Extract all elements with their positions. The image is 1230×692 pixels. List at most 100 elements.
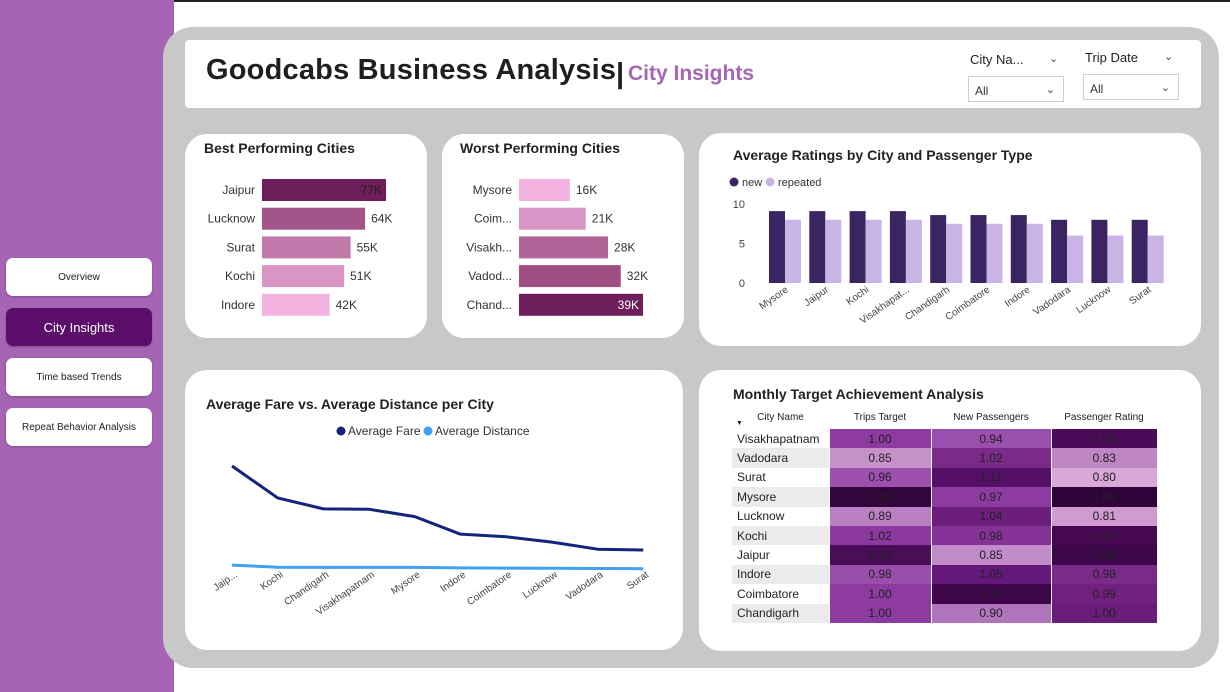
worst-cities-data-label: 21K: [592, 212, 613, 226]
table-row: Coimbatore 1.00 1.14 0.99: [732, 584, 1157, 604]
metric-cell: 0.80: [1050, 467, 1157, 488]
table-row: Kochi 1.02 0.98 1.07: [732, 525, 1157, 546]
metric-cell: 1.07: [1050, 525, 1157, 546]
worst-cities-category-label: Vadod...: [468, 269, 512, 283]
fare-x-tick-label: Indore: [439, 569, 469, 595]
fare-legend-marker: [336, 426, 346, 436]
fare-legend-marker: [423, 426, 433, 436]
city-name-slicer-value: All: [975, 84, 989, 98]
ratings-bar-repeated: [785, 219, 801, 283]
ratings-bar-repeated: [986, 223, 1003, 283]
table-row: Chandigarh 1.00 0.90 1.00: [732, 603, 1157, 623]
fare-x-tick-label: Vadodara: [564, 569, 606, 603]
city-name-cell: Indore: [732, 564, 829, 585]
ratings-x-tick-label: Coimbatore: [944, 284, 993, 323]
metric-cell: 1.14: [930, 584, 1051, 604]
overview-nav-button[interactable]: Overview: [6, 258, 152, 296]
best-cities-category-label: Indore: [221, 298, 255, 312]
metric-cell: 0.94: [930, 429, 1051, 449]
page-subtitle: City Insights: [628, 62, 755, 85]
ratings-bar-new: [1051, 219, 1068, 283]
metric-cell: 1.02: [930, 448, 1051, 468]
worst-cities-bar: [519, 265, 621, 288]
metric-cell: 0.98: [1050, 564, 1157, 585]
metric-cell: 0.96: [828, 467, 931, 488]
trip-date-slicer-dropdown[interactable]: All ⌄: [1083, 74, 1179, 100]
repeat-behavior-analysis-nav-button[interactable]: Repeat Behavior Analysis: [6, 408, 152, 446]
ratings-y-tick-label: 5: [739, 239, 745, 251]
city-name-slicer-label: City Na...: [970, 52, 1024, 67]
city-name-cell: Chandigarh: [732, 603, 829, 623]
ratings-x-tick-label: Surat: [1128, 284, 1154, 307]
ratings-bar-new: [809, 211, 826, 283]
worst-cities-category-label: Coim...: [474, 212, 512, 226]
best-cities-category-label: Surat: [226, 240, 255, 254]
ratings-bar-repeated: [946, 223, 963, 283]
best-cities-title: Best Performing Cities: [204, 140, 355, 156]
best-cities-bar: [262, 293, 330, 316]
ratings-legend-label: repeated: [778, 177, 821, 189]
fare-distance-card: Average Fare vs. Average Distance per Ci…: [185, 370, 683, 650]
title-separator: |: [616, 58, 625, 90]
chevron-down-icon[interactable]: ⌄: [1049, 53, 1059, 65]
metric-cell: 1.00: [1050, 603, 1157, 623]
column-header-trips-target[interactable]: Trips Target: [853, 411, 907, 423]
worst-cities-data-label: 16K: [576, 183, 597, 197]
ratings-x-tick-label: Mysore: [758, 284, 792, 312]
ratings-bar-repeated: [1067, 235, 1084, 283]
worst-cities-data-label: 39K: [618, 298, 639, 312]
table-row: Visakhapatnam 1.00 0.94 1.06: [732, 429, 1157, 449]
best-cities-category-label: Lucknow: [208, 212, 256, 226]
trip-date-slicer-value: All: [1090, 82, 1104, 96]
metric-cell: 0.85: [930, 545, 1051, 565]
best-cities-bar: [262, 179, 386, 201]
fare-x-tick-label: Lucknow: [521, 569, 560, 601]
worst-cities-bar: [519, 179, 570, 201]
table-row: Surat 0.96 1.11 0.80: [732, 467, 1157, 488]
best-cities-data-label: 51K: [350, 269, 371, 283]
ratings-bar-repeated: [1107, 235, 1124, 283]
worst-cities-data-label: 28K: [614, 240, 635, 254]
fare-x-tick-label: Kochi: [259, 569, 286, 592]
metric-cell: 0.98: [930, 525, 1051, 546]
city-name-cell: Vadodara: [732, 448, 829, 468]
worst-cities-category-label: Mysore: [473, 183, 513, 197]
metric-cell: 1.02: [828, 525, 931, 546]
time-based-trends-nav-button[interactable]: Time based Trends: [6, 358, 152, 396]
city-name-slicer-dropdown[interactable]: All ⌄: [968, 76, 1064, 102]
ratings-title: Average Ratings by City and Passenger Ty…: [733, 147, 1033, 163]
metric-cell: 1.08: [1050, 545, 1157, 565]
metric-cell: 1.05: [930, 564, 1051, 585]
best-cities-bar: [262, 236, 351, 259]
ratings-x-tick-label: Jaipur: [802, 284, 831, 309]
metric-cell: 0.85: [828, 448, 931, 468]
ratings-bar-repeated: [905, 219, 922, 283]
city-name-cell: Lucknow: [737, 509, 785, 524]
city-insights-nav-button[interactable]: City Insights: [6, 308, 152, 346]
top-border: [174, 0, 1230, 4]
average-distance-line: [231, 563, 644, 571]
column-header-new-passengers[interactable]: New Passengers: [953, 411, 1029, 423]
chevron-down-icon: ⌄: [1160, 82, 1170, 94]
table-row: Jaipur 1.14 0.85 1.08: [732, 545, 1157, 565]
worst-cities-category-label: Chand...: [467, 298, 512, 312]
best-cities-data-label: 55K: [357, 240, 378, 254]
ratings-bar-repeated: [865, 219, 882, 283]
column-header-passenger-rating[interactable]: Passenger Rating: [1064, 411, 1144, 423]
chevron-down-icon: ⌄: [1045, 84, 1055, 96]
table-row: Vadodara 0.85 1.02 0.83: [732, 448, 1157, 468]
metric-cell: 0.97: [930, 487, 1051, 507]
ratings-bar-new: [1010, 215, 1027, 283]
worst-cities-bar: [519, 236, 609, 259]
worst-cities-category-label: Visakh...: [466, 240, 512, 254]
best-cities-data-label: 77K: [361, 183, 382, 197]
metric-cell: 0.83: [1050, 448, 1157, 468]
metric-cell: 1.00: [828, 603, 931, 623]
ratings-bar-repeated: [1147, 235, 1164, 283]
metric-cell: 0.98: [828, 564, 931, 585]
sidebar: [0, 0, 174, 692]
fare-x-tick-label: Jaip...: [212, 569, 240, 593]
fare-distance-title: Average Fare vs. Average Distance per Ci…: [206, 396, 494, 412]
chevron-down-icon[interactable]: ⌄: [1164, 51, 1174, 63]
column-header-city-name[interactable]: City Name ▼: [736, 411, 804, 428]
